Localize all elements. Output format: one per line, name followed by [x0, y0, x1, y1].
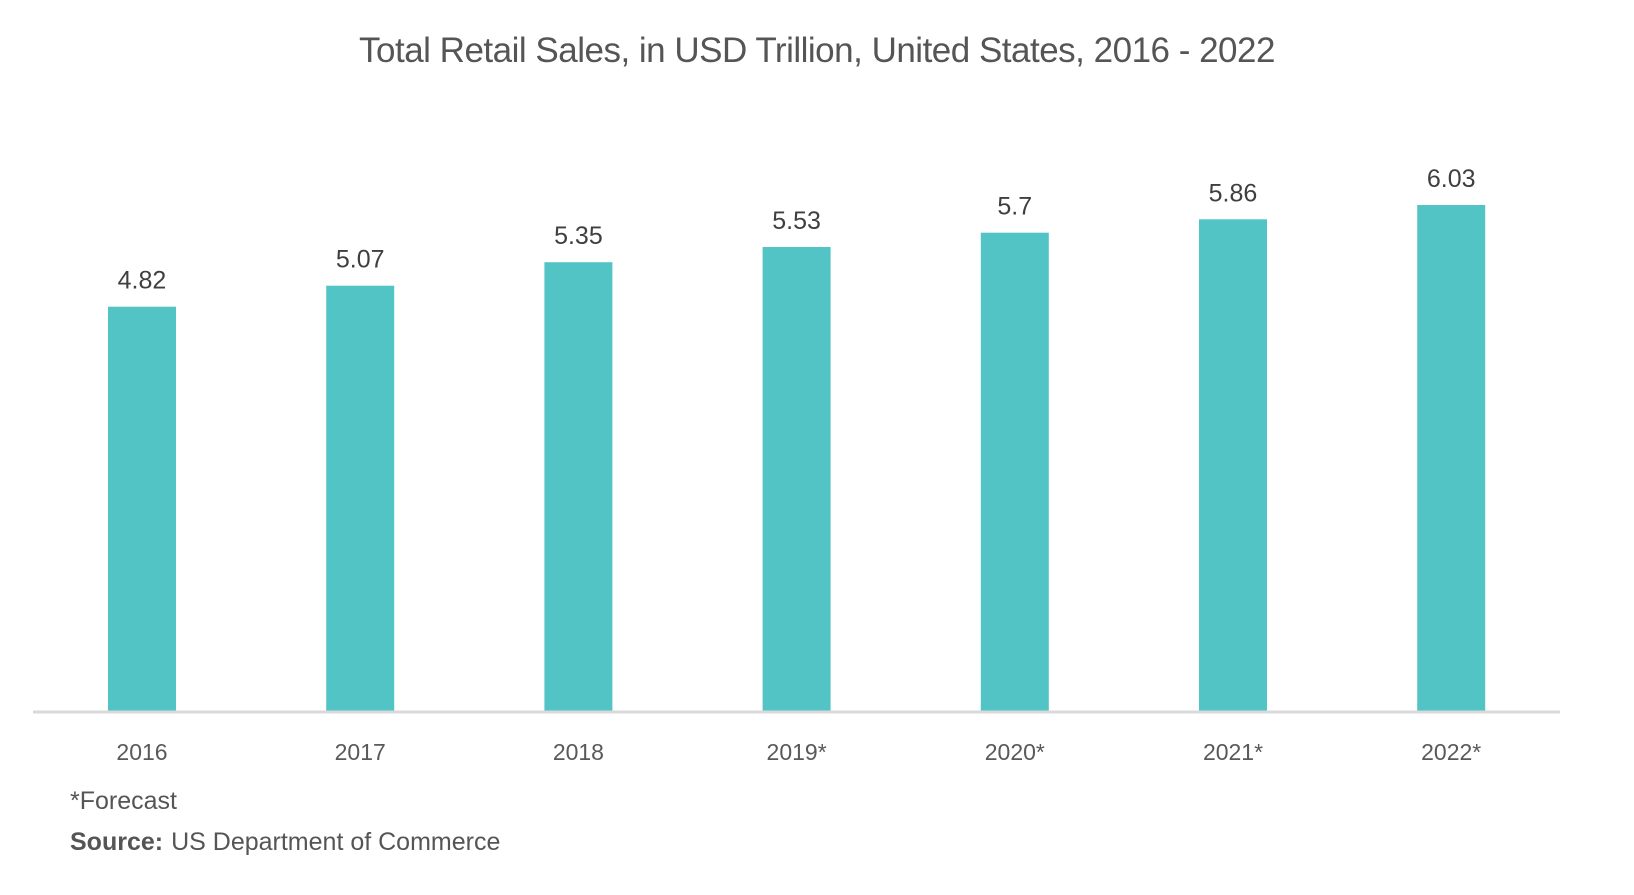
bar-2020 — [980, 232, 1049, 712]
source-line: Source: US Department of Commerce — [70, 828, 500, 857]
data-label-2018: 5.35 — [554, 222, 603, 250]
data-label-2019: 5.53 — [772, 207, 821, 235]
x-tick-label-2020: 2020* — [985, 739, 1045, 765]
bar-2016 — [108, 306, 176, 712]
data-label-2021: 5.86 — [1209, 179, 1258, 207]
bar-2019 — [762, 247, 831, 712]
x-tick-label-2022: 2022* — [1421, 739, 1481, 765]
bars-group: 4.82 5.07 5.35 5.53 5.7 5.86 6.03 — [108, 165, 1486, 713]
x-axis-ticks: 2016 2017 2018 2019* 2020* 2021* 2022* — [116, 739, 1481, 765]
x-tick-label-2018: 2018 — [553, 739, 604, 765]
x-tick-label-2019: 2019* — [767, 739, 827, 765]
bar-2021 — [1199, 219, 1267, 713]
forecast-footnote: *Forecast — [70, 787, 177, 815]
bar-2017 — [326, 285, 395, 712]
source-label: Source: — [70, 828, 164, 856]
data-label-2022: 6.03 — [1427, 165, 1476, 193]
x-tick-label-2017: 2017 — [335, 739, 386, 765]
data-label-2016: 4.82 — [118, 267, 167, 295]
bar-2018 — [544, 262, 613, 712]
chart-title: Total Retail Sales, in USD Trillion, Uni… — [359, 31, 1275, 70]
source-text: US Department of Commerce — [171, 828, 501, 856]
x-tick-label-2021: 2021* — [1203, 739, 1263, 765]
x-tick-label-2016: 2016 — [116, 739, 167, 765]
data-label-2017: 5.07 — [336, 246, 385, 274]
data-label-2020: 5.7 — [997, 193, 1032, 221]
bar-2022 — [1417, 205, 1486, 712]
